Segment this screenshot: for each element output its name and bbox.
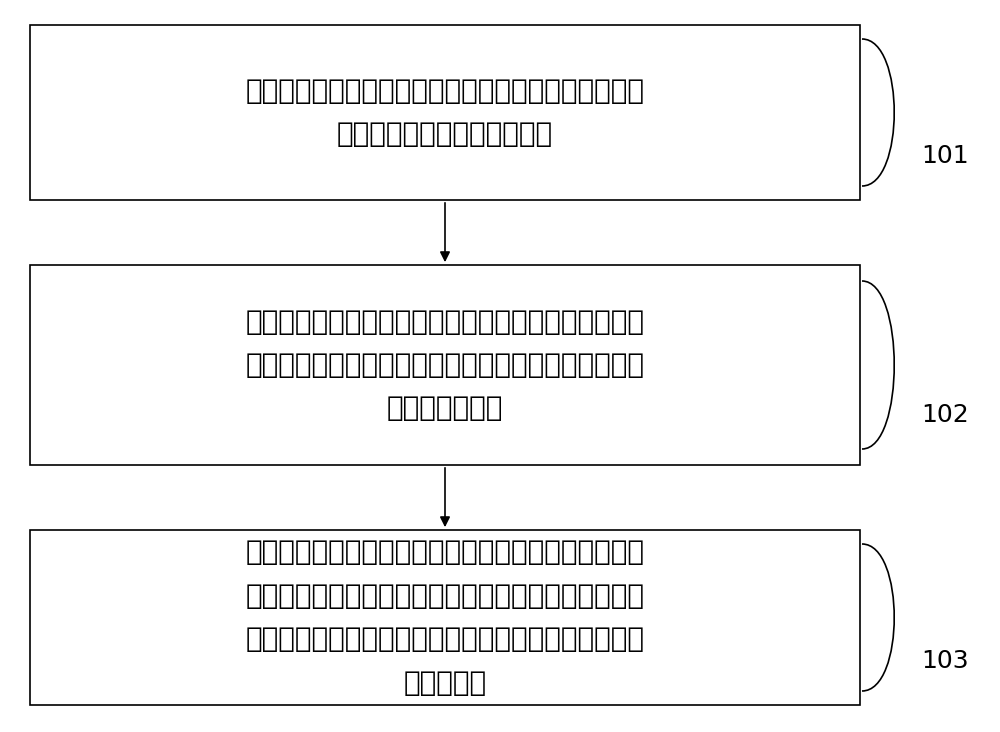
Text: 101: 101 bbox=[921, 144, 969, 168]
Text: 基于末端换热器结露时间和风速，以目前风机风速为基
础在末端换热器结露时间内以预设步进风速，将目前末
端换热器风机无级调速变换至相应的满足结露时间的风
速进行除湿: 基于末端换热器结露时间和风速，以目前风机风速为基 础在末端换热器结露时间内以预设… bbox=[246, 539, 644, 697]
Bar bbox=[30, 530, 860, 705]
Text: 103: 103 bbox=[921, 649, 969, 673]
Text: 102: 102 bbox=[921, 403, 969, 427]
Bar bbox=[30, 265, 860, 465]
Bar bbox=[30, 25, 860, 200]
Text: 获取末端换热器中的冷冻水温度、冷冻水流量、换热器
的换热面积和环境温度、湿度: 获取末端换热器中的冷冻水温度、冷冻水流量、换热器 的换热面积和环境温度、湿度 bbox=[246, 77, 644, 148]
Text: 基于末端换热器中的冷冻水温度和环境温度的差值、末
端换热器面积和环境湿度确定末端换热器需要的结露时
间和相应的风速: 基于末端换热器中的冷冻水温度和环境温度的差值、末 端换热器面积和环境湿度确定末端… bbox=[246, 307, 644, 422]
